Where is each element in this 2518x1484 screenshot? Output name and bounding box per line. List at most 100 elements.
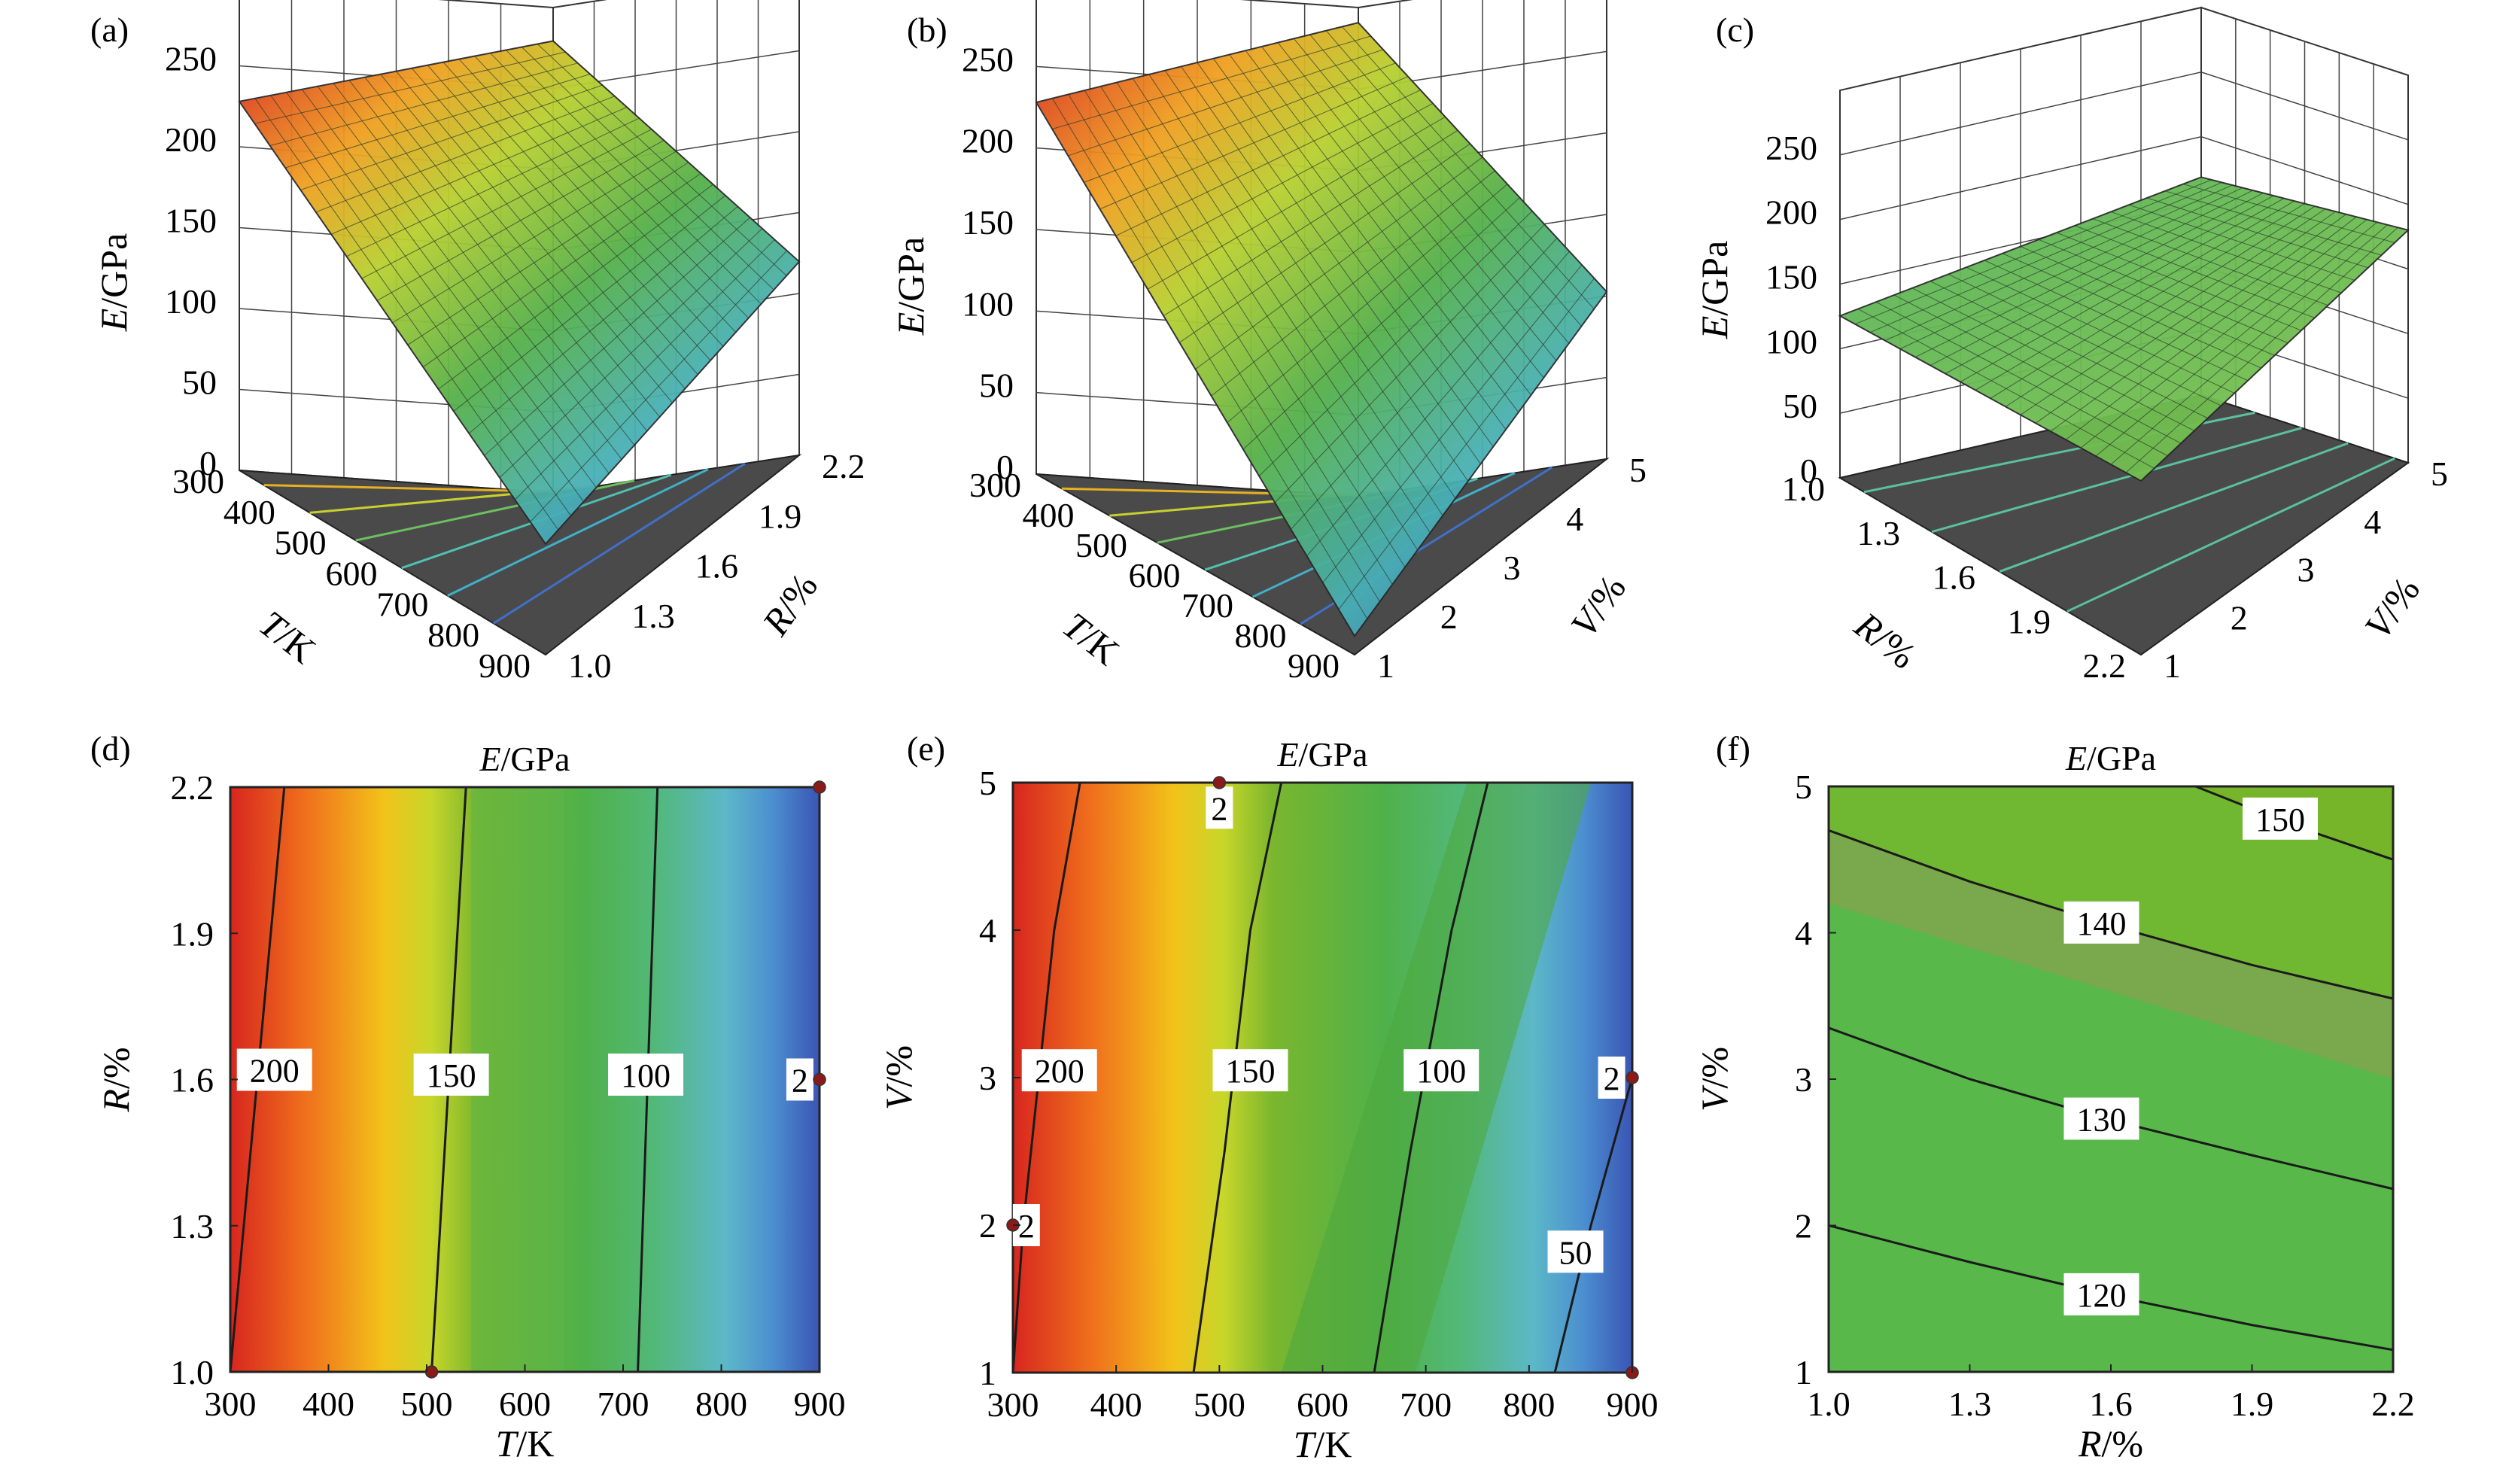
floor-contour [1999,442,2349,573]
contour-body-d [230,787,820,1372]
floor-contour [493,462,746,625]
x-tick-label: 1.3 [1857,514,1901,552]
x-tick-label: 900 [1288,646,1340,685]
surface-mesh [2020,246,2275,356]
x-axis-title-d-unit: /K [516,1422,554,1464]
surface-mesh [2125,227,2398,473]
surface-mesh [1325,30,1582,327]
design-point-0 [1212,776,1227,789]
surface-mesh [521,47,774,290]
surface-mesh [422,172,701,368]
surface-mesh [1338,278,1595,610]
surface-mesh [407,162,689,345]
contour-label-150: 150 [2255,801,2305,838]
y-tick-label: 1.3 [171,1207,214,1245]
x-tick-label: 500 [275,524,327,562]
y-tick-label: 5 [1629,451,1647,489]
y-tick-label: 1.6 [695,547,739,585]
y-axis-title-d-unit: /% [95,1047,137,1089]
x-tick-label: 400 [1090,1385,1142,1424]
x-tick-label: 400 [224,493,275,531]
contour-title-e-var: E [1276,735,1298,774]
surface-mesh [442,62,711,361]
contour-region-140 [1829,830,2393,1079]
surface-mesh [1227,184,1508,423]
x-tick-label: 1.9 [2008,602,2051,640]
contour-line-100 [1373,783,1489,1373]
x-axis-title-d: T/K [496,1422,555,1464]
surface-mesh [2080,219,2367,449]
contour-label-box-100 [608,1054,684,1096]
contour-label-box-120 [2063,1273,2139,1315]
y-tick-label: 2.2 [171,768,214,807]
y-tick-label: 1 [2164,646,2181,685]
x-axis-title-a: T/K [251,602,324,671]
x-tick-label: 900 [1607,1385,1659,1424]
y-tick-label: 4 [1795,914,1812,953]
response-surface [238,40,801,546]
response-surface [1838,176,2410,482]
z-tick-label: 100 [1765,322,1817,360]
x-tick-label: 600 [1297,1385,1349,1424]
x-tick-label: 400 [1023,496,1075,534]
z-axis-title-b: E/GPa [890,237,932,336]
x-tick-label: 700 [1400,1385,1452,1424]
floor-contour [447,468,709,597]
design-point-0 [813,780,826,794]
x-tick-label: 1.6 [2089,1385,2133,1423]
contour-label-140: 140 [2077,905,2127,942]
x-tick-label: 800 [1503,1385,1555,1424]
contour-title-e-unit: /GPa [1299,735,1368,774]
x-tick-label: 500 [401,1385,453,1423]
surface-mesh [2065,216,2357,440]
x-axis-title-f-var: R [2078,1422,2102,1464]
surface-mesh [2056,232,2302,331]
y-tick-label: 1.9 [171,914,214,953]
y-tick-label: 1.0 [568,646,612,685]
z-axis-title-a-var: E [93,309,135,333]
surface-mesh [2182,184,2395,243]
design-point-2 [424,1365,439,1379]
chart-layer: (a)050100150200250E/GPa30040050060070080… [90,0,2448,1465]
y-tick-label: 4 [979,911,996,950]
y-axis-title-f-var: V [1693,1084,1735,1111]
x-tick-label: 400 [303,1385,354,1423]
x-tick-label: 800 [695,1385,747,1423]
surface-mesh [1274,224,1545,503]
z-tick-label: 100 [962,284,1014,323]
floor-plane [239,454,802,656]
contour-label-box-140 [2063,901,2139,944]
surface-mesh [537,44,787,276]
surface-mesh [1294,38,1557,361]
side-label-box-0 [1206,786,1233,829]
contour-title-f: E/GPa [2065,739,2156,777]
contour-label-box-100 [1403,1049,1479,1092]
contour-label-box-150 [1212,1049,1288,1092]
side-label-1: 2 [1604,1060,1620,1097]
surface-mesh [1261,46,1531,396]
contour-title-f-unit: /GPa [2087,739,2156,777]
z-axis-title-b-unit: /GPa [890,237,932,312]
x-tick-label: 800 [427,616,479,654]
contour-title-f-var: E [2065,739,2087,777]
z-axis-title-a: E/GPa [93,233,135,333]
z-tick-label: 150 [962,203,1014,242]
x-tick-label: 700 [1181,586,1233,625]
x-tick-label: 300 [969,466,1021,504]
x-axis-title-c: R/% [1847,604,1924,677]
panel-f: (f) 150 140 130 120 1.0 1.3 1.6 1.9 2.2 1 2 3 4 5 E/GPa… [1693,729,2415,1464]
x-tick-label: 1.3 [1948,1385,1992,1423]
y-tick-label: 4 [1566,500,1583,538]
contour-label-box-150 [413,1054,489,1096]
side-label-0: 2 [1211,790,1227,827]
y-axis-title-b: V/% [1562,567,1634,645]
y-tick-label: 1.0 [171,1353,214,1391]
z-tick-label: 50 [182,363,217,402]
y-tick-label: 2 [1795,1207,1812,1245]
z-axis-title-a-unit: /GPa [93,233,135,309]
contour-label-box-150 [2243,797,2318,840]
y-tick-label: 4 [2364,503,2381,541]
z-tick-label: 0 [996,448,1014,486]
